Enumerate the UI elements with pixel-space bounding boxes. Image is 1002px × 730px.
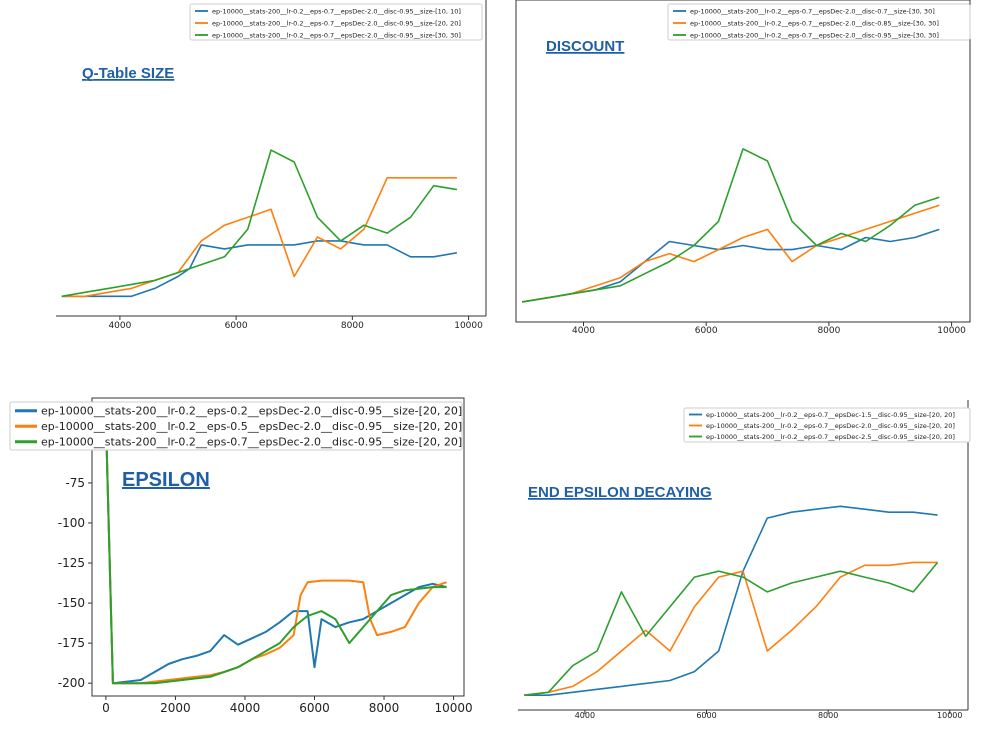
plot-frame (515, 0, 971, 323)
legend-entry: ep-10000__stats-200__lr-0.2__eps-0.7__ep… (212, 7, 461, 15)
legend-entry: ep-10000__stats-200__lr-0.2__eps-0.7__ep… (690, 7, 935, 15)
legend-entry: ep-10000__stats-200__lr-0.2__eps-0.2__ep… (41, 405, 462, 418)
x-tick-label: 6000 (695, 326, 718, 336)
x-tick-label: 10000 (454, 321, 483, 331)
legend-box (9, 401, 463, 451)
legend-box (667, 3, 971, 41)
legend-entry: ep-10000__stats-200__lr-0.2__eps-0.7__ep… (706, 411, 955, 419)
series-line-orange (524, 561, 938, 696)
series-line-blue (104, 418, 447, 685)
legend-entry: ep-10000__stats-200__lr-0.2__eps-0.7__ep… (41, 436, 462, 449)
y-tick-label: -175 (58, 636, 85, 650)
chart-annotation: END EPSILON DECAYING (528, 484, 712, 501)
legend-entry: ep-10000__stats-200__lr-0.2__eps-0.7__ep… (706, 422, 955, 430)
legend-entry: ep-10000__stats-200__lr-0.2__eps-0.7__ep… (706, 433, 955, 441)
chart-2: 4000 6000 8000 10000 ep-10000__stats-200__lr… (515, 0, 971, 336)
x-tick-label: 6000 (696, 711, 716, 720)
x-tick-label: 4000 (230, 701, 261, 715)
legend-entry: ep-10000__stats-200__lr-0.2__eps-0.5__ep… (41, 420, 462, 433)
plot-frame (91, 397, 465, 697)
chart-annotation: EPSILON (122, 469, 210, 491)
series-line-green (61, 149, 458, 298)
x-tick-label: 4000 (572, 326, 595, 336)
y-tick-label: -125 (58, 556, 85, 570)
legend-box (683, 407, 971, 443)
x-tick-label: 8000 (369, 701, 400, 715)
legend-box (189, 3, 483, 41)
chart-annotation: Q-Table SIZE (82, 65, 174, 82)
series-line-orange (61, 177, 457, 298)
x-tick-label: 4000 (575, 711, 595, 720)
x-tick-label: 8000 (817, 326, 840, 336)
y-tick-label: -100 (58, 516, 85, 530)
x-tick-label: 8000 (818, 711, 838, 720)
x-tick-label: 8000 (341, 321, 364, 331)
legend-entry: ep-10000__stats-200__lr-0.2__eps-0.7__ep… (212, 19, 461, 27)
y-tick-label: -75 (65, 476, 85, 490)
legend-entry: ep-10000__stats-200__lr-0.2__eps-0.7__ep… (212, 31, 461, 39)
y-tick-label: -150 (58, 596, 85, 610)
chart-annotation: DISCOUNT (546, 38, 624, 55)
x-tick-label: 2000 (160, 701, 191, 715)
x-tick-label: 10000 (937, 326, 966, 336)
chart-4: 4000 6000 8000 10000 ep-10000__stats-200__lr… (518, 400, 971, 720)
series-line-blue (524, 505, 938, 697)
x-tick-label: 0 (102, 701, 110, 715)
chart-3: 0200040006000800010000-50-75-100-125-150… (9, 397, 473, 715)
series-line-green (104, 418, 447, 685)
x-tick-label: 10000 (937, 711, 962, 720)
y-tick-label: -200 (58, 676, 85, 690)
x-tick-label: 6000 (299, 701, 330, 715)
chart-1: 4000 6000 8000 10000 ep-10000__stats-200__lr… (56, 0, 487, 331)
series-line-green (521, 148, 940, 303)
series-line-green (524, 561, 939, 696)
series-line-orange (521, 204, 940, 303)
x-tick-label: 6000 (225, 321, 248, 331)
series-line-blue (61, 240, 458, 298)
legend-entry: ep-10000__stats-200__lr-0.2__eps-0.7__ep… (690, 19, 939, 27)
series-line-orange (104, 418, 447, 685)
legend-entry: ep-10000__stats-200__lr-0.2__eps-0.7__ep… (690, 31, 939, 39)
x-tick-label: 4000 (108, 321, 131, 331)
x-tick-label: 10000 (434, 701, 472, 715)
